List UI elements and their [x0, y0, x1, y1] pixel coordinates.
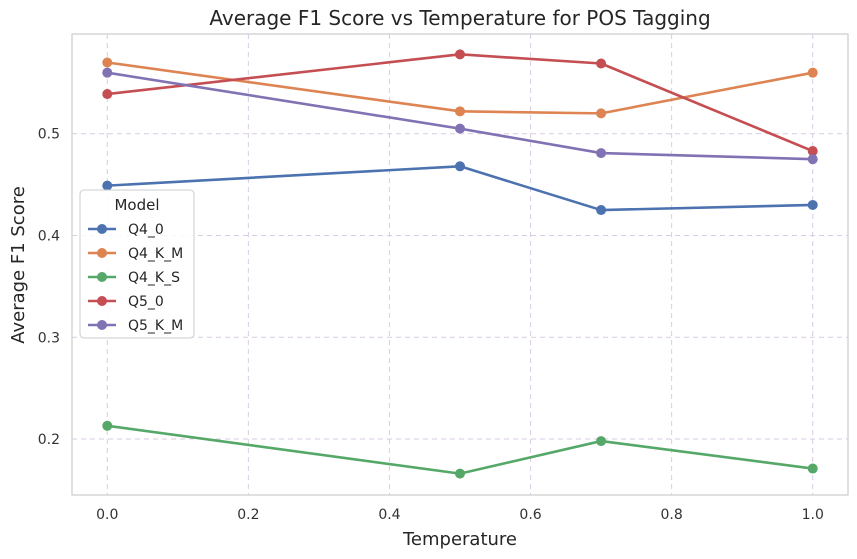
- data-point-q4-k-s: [102, 420, 113, 431]
- legend-marker: [97, 296, 107, 306]
- legend-label: Q4_K_S: [128, 270, 180, 286]
- data-point-q4-k-m: [102, 57, 113, 68]
- legend-marker: [97, 320, 107, 330]
- data-point-q4-0: [102, 180, 113, 191]
- y-axis-label: Average F1 Score: [8, 186, 29, 344]
- data-point-q5-0: [596, 58, 607, 69]
- data-point-q5-k-m: [455, 123, 465, 134]
- series-q4-k-s: [102, 420, 818, 479]
- data-point-q4-k-s: [455, 468, 465, 479]
- series-q4-k-m: [102, 57, 818, 119]
- data-point-q4-k-s: [807, 463, 818, 474]
- data-point-q5-k-m: [102, 67, 113, 78]
- y-tick-label: 0.4: [38, 228, 60, 244]
- x-tick-label: 0.4: [378, 507, 400, 523]
- x-tick-label: 0.6: [519, 507, 541, 523]
- data-point-q4-k-m: [807, 67, 818, 78]
- legend-marker: [97, 272, 107, 282]
- series-line-q4-0: [107, 165, 813, 212]
- legend-marker: [97, 248, 107, 258]
- axis-ticks: 0.0 0.2 0.4 0.6 0.8 1.0 0.2 0.3 0.4 0.5: [38, 127, 824, 523]
- legend-item-q4-k-m: Q4_K_M: [88, 246, 183, 262]
- legend-marker: [97, 224, 107, 234]
- legend-label: Q4_K_M: [128, 246, 183, 262]
- chart-title: Average F1 Score vs Temperature for POS …: [209, 6, 710, 30]
- data-point-q5-k-m: [596, 148, 607, 159]
- series-q5-k-m: [102, 67, 818, 165]
- data-point-q5-0: [102, 89, 113, 100]
- x-tick-label: 0.8: [661, 507, 683, 523]
- data-point-q4-k-s: [596, 436, 607, 447]
- y-tick-label: 0.2: [38, 432, 60, 448]
- legend-label: Q5_K_M: [128, 318, 183, 334]
- data-point-q4-k-m: [596, 108, 607, 119]
- data-point-q5-k-m: [807, 154, 818, 165]
- x-tick-label: 0.2: [237, 507, 259, 523]
- y-tick-label: 0.3: [38, 330, 60, 346]
- x-tick-label: 1.0: [802, 507, 824, 523]
- legend-item-q5-0: Q5_0: [88, 294, 164, 310]
- legend-item-q5-k-m: Q5_K_M: [88, 318, 183, 334]
- series-line-q4-k-s: [107, 424, 813, 475]
- legend-item-q4-0: Q4_0: [88, 222, 164, 238]
- series-q5-0: [102, 49, 818, 157]
- x-axis-label: Temperature: [402, 529, 517, 550]
- series-q4-0: [102, 161, 818, 216]
- series-layer: [102, 49, 818, 479]
- data-point-q4-0: [596, 205, 607, 216]
- data-point-q4-k-m: [455, 106, 465, 117]
- data-point-q4-0: [455, 161, 465, 172]
- y-tick-label: 0.5: [38, 127, 60, 143]
- x-tick-label: 0.0: [96, 507, 118, 523]
- data-point-q5-0: [807, 146, 818, 157]
- data-point-q5-0: [455, 49, 465, 60]
- series-line-q5-k-m: [107, 71, 813, 161]
- legend: Model Q4_0 Q4_K_M Q4_K_S Q5_0 Q5_K_M: [79, 189, 195, 339]
- series-line-q4-k-m: [107, 61, 813, 115]
- legend-item-q4-k-s: Q4_K_S: [88, 270, 180, 286]
- legend-title: Model: [114, 196, 159, 214]
- legend-label: Q5_0: [128, 294, 164, 310]
- series-line-q5-0: [107, 53, 814, 153]
- legend-label: Q4_0: [128, 222, 164, 238]
- data-point-q4-0: [807, 199, 818, 210]
